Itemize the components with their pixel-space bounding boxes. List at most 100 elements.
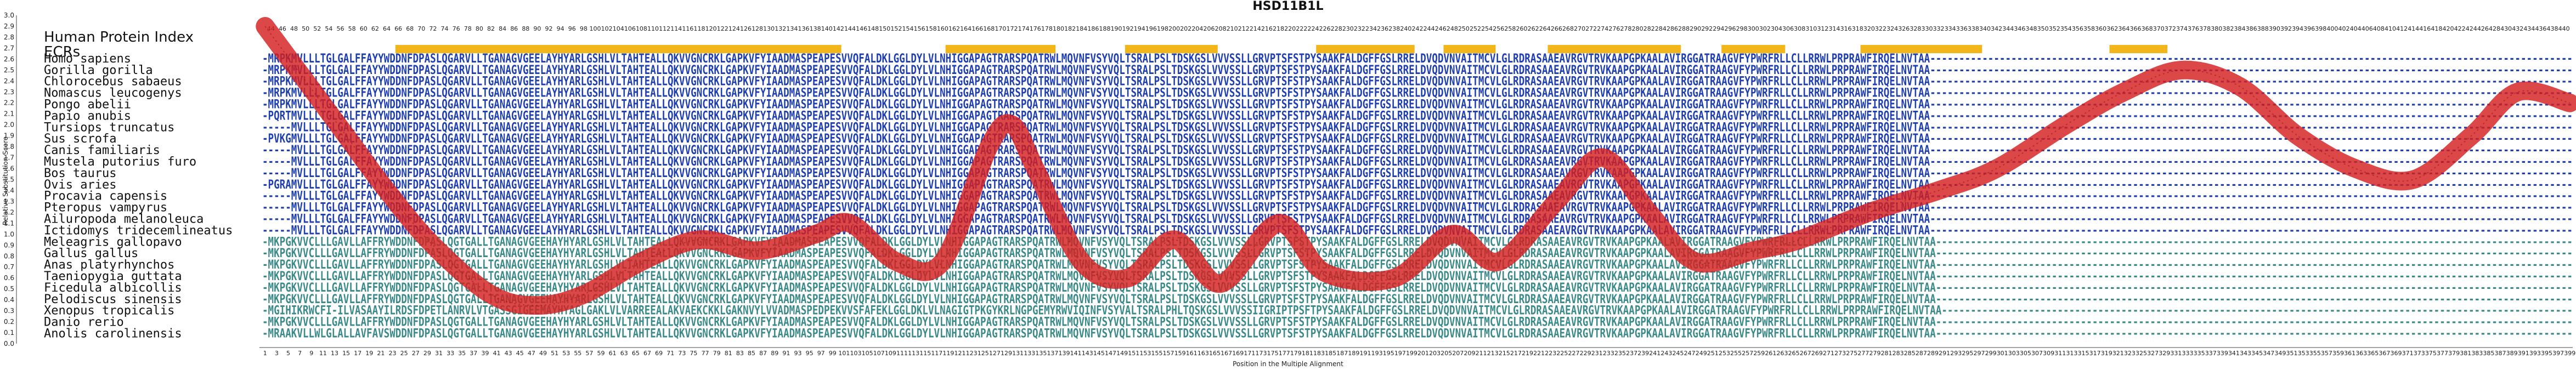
y-tick-label: 1.0 — [4, 230, 14, 238]
ecr-block — [2109, 45, 2168, 53]
sequence-row: -MKPGKVVCLLLGAVLLAFFRYWDDNFDPASLQGTGALLT… — [262, 316, 2573, 329]
human-index-tick: 396 — [2303, 25, 2315, 32]
human-index-tick: 212 — [1238, 25, 1250, 32]
human-index-tick: 100 — [589, 25, 601, 32]
human-index-tick: 218 — [1273, 25, 1284, 32]
human-index-tick: 424 — [2466, 25, 2477, 32]
human-index-tick: 58 — [348, 25, 356, 32]
x-tick-label: 143 — [1082, 350, 1093, 357]
x-tick-label: 161 — [1186, 350, 1197, 357]
x-tick-label: 359 — [2332, 350, 2344, 357]
human-index-tick: 242 — [1412, 25, 1423, 32]
x-tick-label: 187 — [1336, 350, 1348, 357]
x-tick-label: 223 — [1545, 350, 1556, 357]
human-index-tick: 276 — [1608, 25, 1620, 32]
x-tick-label: 115 — [919, 350, 931, 357]
human-index-tick: 426 — [2477, 25, 2489, 32]
human-index-tick: 378 — [2199, 25, 2211, 32]
x-tick-label: 141 — [1070, 350, 1082, 357]
x-tick-label: 341 — [2228, 350, 2240, 357]
x-tick-label: 23 — [389, 350, 397, 357]
human-index-tick: 354 — [2060, 25, 2072, 32]
y-tick-label: 0.3 — [4, 307, 14, 315]
human-index-tick: 220 — [1284, 25, 1296, 32]
human-index-tick: 350 — [2037, 25, 2049, 32]
human-index-tick: 130 — [763, 25, 775, 32]
sequence-row: -----MVLLLTGLGALFFAYYWDDNFDPASLQGARVLLTG… — [262, 144, 2573, 157]
human-index-tick: 284 — [1655, 25, 1667, 32]
x-tick-label: 81 — [725, 350, 732, 357]
ecr-block — [1721, 45, 1786, 53]
human-index-tick: 90 — [533, 25, 541, 32]
human-index-tick: 106 — [624, 25, 636, 32]
x-tick-label: 255 — [1730, 350, 1742, 357]
human-index-tick: 108 — [636, 25, 647, 32]
human-index-tick: 104 — [613, 25, 624, 32]
human-index-tick: 402 — [2338, 25, 2350, 32]
x-tick-label: 59 — [597, 350, 605, 357]
x-tick-label: 177 — [1279, 350, 1290, 357]
x-tick-label: 65 — [632, 350, 640, 357]
y-tick-label: 1.7 — [4, 154, 14, 162]
x-tick-label: 245 — [1673, 350, 1684, 357]
x-tick-label: 113 — [908, 350, 919, 357]
sequence-row: -MRPKMVLLLTGLGALFFAYYWDDNFDPASLQGARVLLTG… — [262, 98, 2573, 112]
x-tick-label: 171 — [1244, 350, 1255, 357]
human-index-tick: 382 — [2222, 25, 2234, 32]
x-tick-label: 203 — [1429, 350, 1440, 357]
species-label: Bos taurus — [44, 167, 116, 180]
human-index-tick: 414 — [2408, 25, 2419, 32]
sequence-row: -PGRAMVLLLTGLGALFFAYYWDDNFDPASLQGARVLLTG… — [262, 178, 2573, 192]
human-index-tick: 438 — [2547, 25, 2558, 32]
x-tick-label: 365 — [2367, 350, 2379, 357]
human-index-tick: 392 — [2280, 25, 2292, 32]
human-index-tick: 394 — [2292, 25, 2303, 32]
x-tick-label: 133 — [1024, 350, 1035, 357]
x-tick-label: 51 — [551, 350, 558, 357]
x-tick-label: 281 — [1881, 350, 1893, 357]
human-index-tick: 306 — [1782, 25, 1794, 32]
x-tick-label: 327 — [2147, 350, 2159, 357]
x-tick-label: 253 — [1719, 350, 1730, 357]
human-protein-index-label: Human Protein Index — [44, 29, 194, 45]
human-index-tick: 324 — [1886, 25, 1898, 32]
y-tick-label: 1.6 — [4, 165, 14, 173]
x-tick-label: 179 — [1290, 350, 1302, 357]
x-tick-label: 155 — [1151, 350, 1162, 357]
x-tick-label: 325 — [2136, 350, 2147, 357]
human-index-tick: 178 — [1041, 25, 1053, 32]
sequence-row: -MKPGKVVCLLLGAVLLAFFRYWDDNFDPASLQGTGALLT… — [262, 235, 2573, 249]
human-index-tick: 268 — [1562, 25, 1574, 32]
x-tick-label: 173 — [1255, 350, 1267, 357]
x-tick-label: 257 — [1742, 350, 1753, 357]
y-tick-label: 1.2 — [4, 208, 14, 216]
human-index-tick: 388 — [2257, 25, 2269, 32]
x-tick-label: 367 — [2379, 350, 2390, 357]
x-tick-label: 43 — [505, 350, 512, 357]
human-index-tick: 296 — [1725, 25, 1736, 32]
x-tick-label: 69 — [655, 350, 663, 357]
score-line-texture — [264, 26, 2570, 306]
human-index-tick: 210 — [1227, 25, 1238, 32]
y-tick-label: 0.0 — [4, 340, 14, 348]
species-label: Xenopus tropicalis — [44, 304, 174, 318]
x-tick-label: 151 — [1128, 350, 1139, 357]
species-label: Sus scrofa — [44, 132, 116, 146]
x-tick-label: 233 — [1603, 350, 1614, 357]
x-tick-label: 371 — [2402, 350, 2414, 357]
sequence-row: -PQRTMVLLLTGLGALFFAYYWDDNFDPASLQGARVLLTG… — [262, 109, 2573, 123]
x-tick-label: 323 — [2124, 350, 2136, 357]
human-index-tick: 238 — [1388, 25, 1400, 32]
human-index-tick: 200 — [1168, 25, 1180, 32]
x-tick-label: 353 — [2298, 350, 2309, 357]
human-index-tick: 118 — [694, 25, 705, 32]
x-tick-label: 135 — [1035, 350, 1047, 357]
y-tick-label: 0.6 — [4, 274, 14, 282]
sequence-row: -MGIHIKRWCFI-ILVASAAYILRDSFDPETLANRVLVTG… — [262, 304, 2573, 318]
x-tick-label: 201 — [1417, 350, 1429, 357]
x-tick-label: 125 — [978, 350, 989, 357]
x-tick-label: 389 — [2506, 350, 2518, 357]
x-tick-label: 309 — [2043, 350, 2054, 357]
human-index-tick: 224 — [1307, 25, 1319, 32]
x-tick-label: 63 — [620, 350, 628, 357]
